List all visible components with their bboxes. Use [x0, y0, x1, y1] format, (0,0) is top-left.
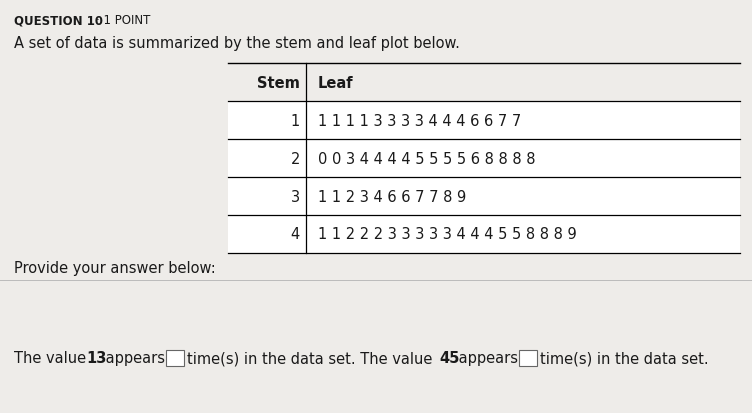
- Text: Provide your answer below:: Provide your answer below:: [14, 261, 216, 276]
- Bar: [228, 178, 740, 216]
- Text: QUESTION 10: QUESTION 10: [14, 14, 103, 27]
- Bar: [228, 102, 740, 140]
- Text: appears: appears: [101, 351, 170, 366]
- Text: 2: 2: [290, 151, 300, 166]
- Text: 1 1 2 3 4 6 6 7 7 8 9: 1 1 2 3 4 6 6 7 7 8 9: [318, 189, 466, 204]
- Bar: [228, 140, 740, 178]
- Text: 3: 3: [291, 189, 300, 204]
- Text: appears: appears: [454, 351, 523, 366]
- Text: time(s) in the data set. The value: time(s) in the data set. The value: [187, 351, 437, 366]
- Text: time(s) in the data set.: time(s) in the data set.: [540, 351, 708, 366]
- Bar: [228, 216, 740, 254]
- Text: 1: 1: [291, 113, 300, 128]
- Text: 45: 45: [439, 351, 459, 366]
- Text: Leaf: Leaf: [318, 75, 353, 90]
- Text: · 1 POINT: · 1 POINT: [96, 14, 150, 27]
- Text: 13: 13: [86, 351, 106, 366]
- Bar: [166, 350, 184, 366]
- Text: The value: The value: [14, 351, 91, 366]
- Text: Stem: Stem: [257, 75, 300, 90]
- Bar: [519, 350, 537, 366]
- Text: 1 1 1 1 3 3 3 3 4 4 4 6 6 7 7: 1 1 1 1 3 3 3 3 4 4 4 6 6 7 7: [318, 113, 521, 128]
- Text: A set of data is summarized by the stem and leaf plot below.: A set of data is summarized by the stem …: [14, 36, 460, 51]
- Text: 0 0 3 4 4 4 4 5 5 5 5 6 8 8 8 8: 0 0 3 4 4 4 4 5 5 5 5 6 8 8 8 8: [318, 151, 535, 166]
- Text: 1 1 2 2 2 3 3 3 3 3 4 4 4 5 5 8 8 8 9: 1 1 2 2 2 3 3 3 3 3 4 4 4 5 5 8 8 8 9: [318, 227, 577, 242]
- Text: 4: 4: [291, 227, 300, 242]
